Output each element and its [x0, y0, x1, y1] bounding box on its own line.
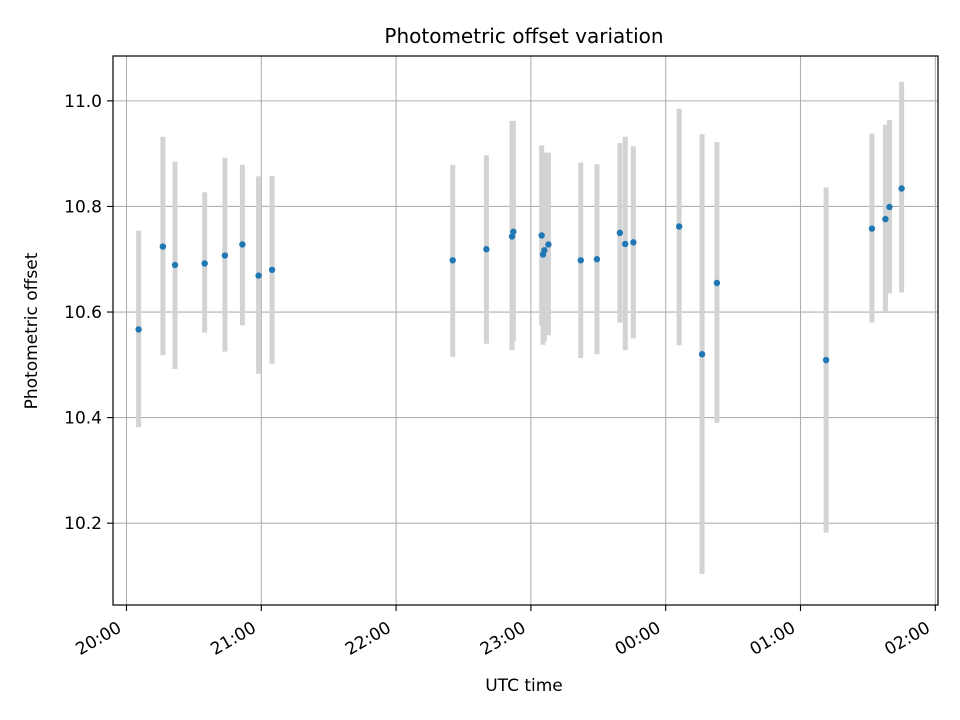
y-tick-label: 10.8: [64, 197, 102, 217]
data-point: [135, 326, 142, 333]
data-point: [545, 241, 552, 248]
data-point: [886, 203, 893, 211]
x-axis-title: UTC time: [485, 676, 563, 696]
data-point: [159, 243, 167, 250]
data-point: [268, 266, 276, 273]
data-point: [675, 223, 683, 230]
data-point: [713, 279, 721, 287]
data-point: [171, 261, 179, 269]
data-point: [698, 351, 706, 358]
data-point: [882, 215, 889, 223]
data-point: [538, 232, 545, 239]
chart-title: Photometric offset variation: [384, 24, 663, 48]
data-point: [630, 239, 637, 246]
data-point: [822, 356, 830, 364]
plot-frame: [112, 55, 939, 606]
data-point: [449, 257, 456, 264]
data-point: [541, 247, 548, 254]
data-point: [483, 246, 490, 253]
data-point: [622, 240, 629, 248]
data-point: [868, 225, 876, 232]
data-point: [577, 257, 584, 264]
data-point: [510, 228, 517, 235]
data-point: [616, 229, 624, 237]
data-point: [593, 256, 601, 263]
y-tick-label: 11.0: [64, 92, 102, 112]
y-axis-ticks: 10.2 10.4 10.6 10.8 11.0: [64, 92, 113, 534]
y-tick-label: 10.6: [64, 303, 102, 323]
data-point: [255, 272, 262, 279]
data-point: [898, 185, 905, 192]
data-points: [135, 185, 905, 364]
y-tick-label: 10.2: [64, 514, 102, 534]
data-point: [201, 260, 208, 267]
y-axis-title: Photometric offset: [22, 252, 42, 409]
grid: [113, 56, 938, 605]
data-point: [221, 252, 229, 259]
y-tick-label: 10.4: [64, 409, 102, 429]
data-point: [239, 241, 246, 248]
